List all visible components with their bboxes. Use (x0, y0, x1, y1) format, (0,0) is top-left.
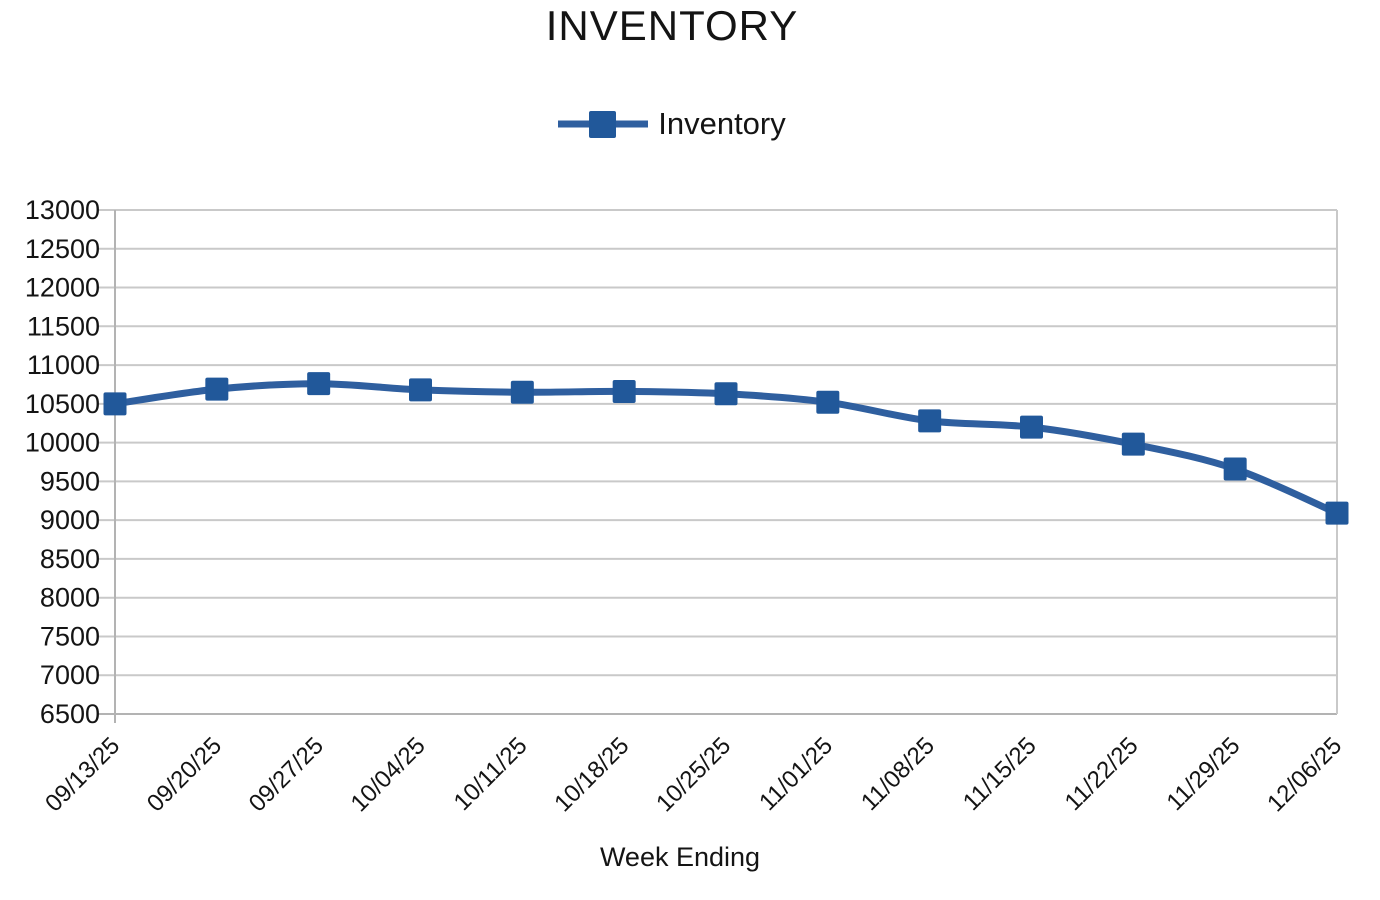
y-axis-tick-label: 11500 (27, 311, 100, 341)
x-axis-tick-label: 10/25/25 (651, 732, 736, 817)
data-point-marker (816, 390, 840, 414)
data-point-marker (1223, 457, 1247, 481)
x-axis-tick-label: 11/29/25 (1162, 732, 1246, 816)
gridlines (97, 209, 1337, 715)
data-point-marker (103, 392, 127, 416)
y-axis-tick-label: 8000 (40, 583, 100, 613)
y-axis-tick-label: 10000 (25, 428, 100, 458)
x-axis-tick-labels: 09/13/25 09/20/25 09/27/25 10/04/25 10/11/25… (40, 732, 1347, 817)
y-axis-tick-label: 7500 (40, 621, 100, 651)
data-point-marker (1020, 415, 1043, 439)
legend: Inventory (0, 106, 1344, 142)
data-point-marker (409, 378, 432, 402)
axes-lines (114, 210, 1338, 723)
data-point-marker (918, 409, 942, 433)
x-axis-tick-label: 10/04/25 (346, 732, 431, 817)
x-axis-tick-label: 11/22/25 (1060, 732, 1144, 816)
data-point-marker (714, 382, 738, 406)
data-point-marker (307, 372, 331, 396)
y-axis-tick-label: 12000 (25, 273, 100, 303)
x-axis-tick-label: 11/15/25 (958, 732, 1042, 816)
legend-line-marker-icon (558, 111, 649, 138)
y-axis-tick-label: 13000 (25, 195, 100, 225)
data-point-marker (510, 380, 534, 404)
y-axis-tick-label: 11000 (27, 350, 100, 380)
data-point-marker (205, 377, 229, 401)
x-axis-tick-label: 09/27/25 (244, 732, 329, 817)
y-axis-tick-label: 9500 (40, 466, 100, 496)
data-point-marker (1325, 501, 1349, 525)
y-axis-tick-labels: 6500 7000 7500 8000 8500 9000 9500 10000 10500 11… (25, 195, 100, 729)
x-axis-tick-label: 09/20/25 (142, 732, 227, 817)
x-axis-tick-label: 11/08/25 (856, 732, 940, 816)
y-axis-tick-label: 9000 (40, 505, 100, 535)
y-axis-tick-label: 12500 (25, 234, 100, 264)
y-axis-tick-label: 6500 (40, 699, 100, 729)
data-point-marker (612, 379, 636, 403)
x-axis-tick-label: 10/11/25 (449, 732, 533, 816)
chart-title: INVENTORY (545, 2, 799, 49)
data-point-marker (1121, 432, 1145, 456)
x-axis-tick-label: 11/01/25 (754, 732, 838, 816)
x-axis-tick-label: 10/18/25 (549, 732, 634, 817)
x-axis-title: Week Ending (599, 842, 761, 872)
y-axis-tick-label: 10500 (25, 389, 100, 419)
inventory-series (103, 372, 1349, 525)
x-axis-tick-label: 12/06/25 (1262, 732, 1347, 817)
y-axis-tick-label: 7000 (40, 660, 100, 690)
y-axis-tick-label: 8500 (40, 544, 100, 574)
legend-label: Inventory (658, 106, 786, 141)
x-axis-tick-label: 09/13/25 (40, 732, 125, 817)
